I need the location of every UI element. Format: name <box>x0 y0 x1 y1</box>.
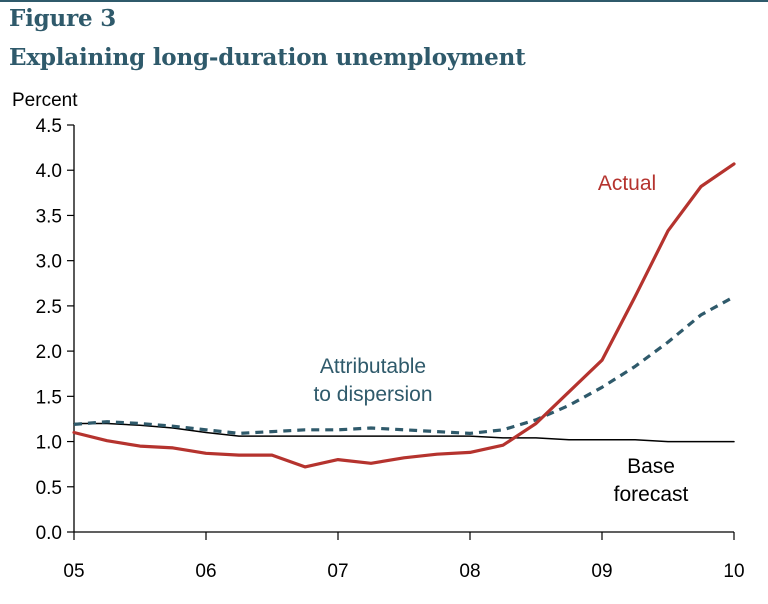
y-tick-label: 1.5 <box>36 387 62 408</box>
x-tick-label: 05 <box>63 561 84 582</box>
figure-label: Figure 3 <box>9 5 117 32</box>
x-tick-label: 07 <box>327 561 348 582</box>
chart-annotations: Actual Attributable to dispersion Base forec… <box>313 172 688 506</box>
y-tick-label: 4.5 <box>36 116 62 137</box>
top-rule <box>0 0 768 2</box>
y-tick-label: 2.0 <box>36 342 62 363</box>
y-tick-label: 0.5 <box>36 478 62 499</box>
series-line-0 <box>72 162 736 469</box>
y-tick-label: 2.5 <box>36 297 62 318</box>
y-tick-label: 3.5 <box>36 206 62 227</box>
chart-axes: 0.0 0.5 1.0 1.5 2.0 2.5 3.0 3.5 4.0 4.5 05 06 07 08 09… <box>36 116 745 582</box>
x-tick-label: 10 <box>723 561 744 582</box>
y-tick-label: 3.0 <box>36 252 62 273</box>
x-tick-label: 09 <box>591 561 612 582</box>
figure-title: Explaining long-duration unemployment <box>9 44 526 71</box>
chart-series <box>72 162 736 469</box>
y-axis-label: Percent <box>12 90 78 111</box>
series-line-1 <box>73 295 735 435</box>
y-tick-label: 1.0 <box>36 433 62 454</box>
series-line-2 <box>73 422 735 443</box>
y-tick-label: 4.0 <box>36 161 62 182</box>
series-annotation-0: Actual <box>598 172 656 195</box>
series-annotation-1: Attributable to dispersion <box>313 355 432 406</box>
x-tick-label: 06 <box>195 561 216 582</box>
series-annotation-2: Base forecast <box>614 455 689 506</box>
y-tick-label: 0.0 <box>36 523 62 544</box>
x-tick-label: 08 <box>459 561 480 582</box>
